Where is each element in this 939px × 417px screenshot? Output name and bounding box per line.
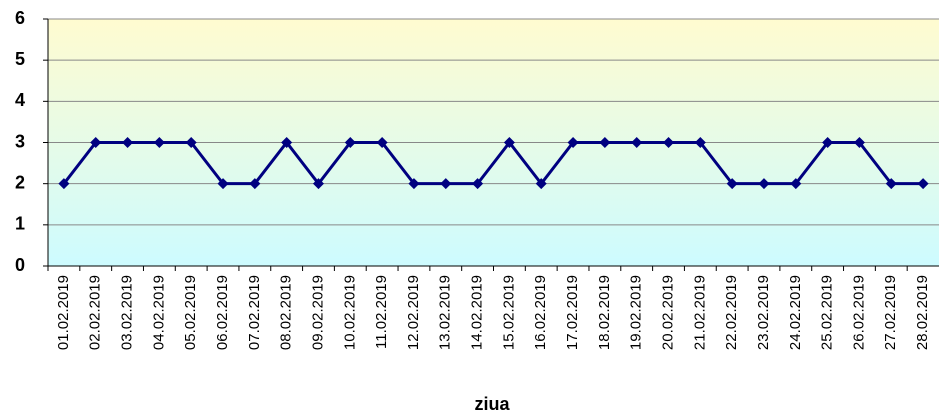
x-tick-label: 21.02.2019	[691, 275, 708, 350]
x-tick-label: 25.02.2019	[819, 275, 836, 350]
x-axis-label: ziua	[474, 394, 510, 414]
marker	[153, 137, 165, 148]
marker	[853, 137, 865, 148]
marker	[567, 137, 579, 148]
x-tick-label: 26.02.2019	[850, 275, 867, 350]
x-tick-label: 18.02.2019	[596, 275, 613, 350]
x-tick-label: 08.02.2019	[278, 275, 295, 350]
x-tick-label: 15.02.2019	[500, 275, 517, 350]
marker	[663, 137, 675, 148]
x-tick-label: 02.02.2019	[87, 275, 104, 350]
x-tick-label: 05.02.2019	[182, 275, 199, 350]
x-tick-label: 03.02.2019	[119, 275, 136, 350]
marker	[90, 137, 102, 148]
x-tick-label: 12.02.2019	[405, 275, 422, 350]
x-tick-label: 23.02.2019	[755, 275, 772, 350]
marker	[631, 137, 643, 148]
marker	[726, 178, 738, 190]
marker	[312, 178, 324, 190]
x-tick-label: 22.02.2019	[723, 275, 740, 350]
line	[62, 140, 924, 187]
marker	[217, 178, 229, 190]
x-tick-label: 10.02.2019	[341, 275, 358, 350]
marker	[917, 178, 929, 190]
y-tick-label: 2	[15, 172, 25, 192]
x-tick-label: 20.02.2019	[659, 275, 676, 350]
x-tick-label: 27.02.2019	[882, 275, 899, 350]
marker	[408, 178, 420, 190]
marker	[599, 137, 611, 148]
marker	[344, 137, 356, 148]
marker	[694, 137, 706, 148]
marker	[535, 178, 547, 190]
marker	[249, 178, 261, 190]
y-tick-label: 0	[15, 255, 25, 275]
marker	[440, 178, 452, 190]
x-tick-label: 01.02.2019	[55, 275, 72, 350]
marker	[122, 137, 134, 148]
y-tick-label: 3	[15, 131, 25, 151]
y-tick-label: 6	[15, 8, 25, 28]
y-tick-label: 4	[15, 90, 25, 110]
marker	[822, 137, 834, 148]
y-tick-label: 1	[15, 214, 25, 234]
marker	[376, 137, 388, 148]
x-tick-label: 19.02.2019	[628, 275, 645, 350]
x-tick-label: 06.02.2019	[214, 275, 231, 350]
x-tick-label: 17.02.2019	[564, 275, 581, 350]
marker	[58, 178, 70, 190]
marker	[790, 178, 802, 190]
marker	[885, 178, 897, 190]
x-tick-label: 28.02.2019	[914, 275, 931, 350]
x-tick-label: 14.02.2019	[469, 275, 486, 350]
x-tick-label: 24.02.2019	[787, 275, 804, 350]
x-tick-label: 04.02.2019	[150, 275, 167, 350]
marker	[472, 178, 484, 190]
x-tick-label: 16.02.2019	[532, 275, 549, 350]
x-tick-label: 07.02.2019	[246, 275, 263, 350]
marker	[758, 178, 770, 190]
x-tick-label: 11.02.2019	[373, 275, 390, 349]
marker	[281, 137, 293, 148]
x-tick-label: 13.02.2019	[437, 275, 454, 350]
y-tick-label: 5	[15, 49, 25, 69]
x-tick-label: 09.02.2019	[309, 275, 326, 350]
marker	[185, 137, 197, 148]
marker	[503, 137, 515, 148]
